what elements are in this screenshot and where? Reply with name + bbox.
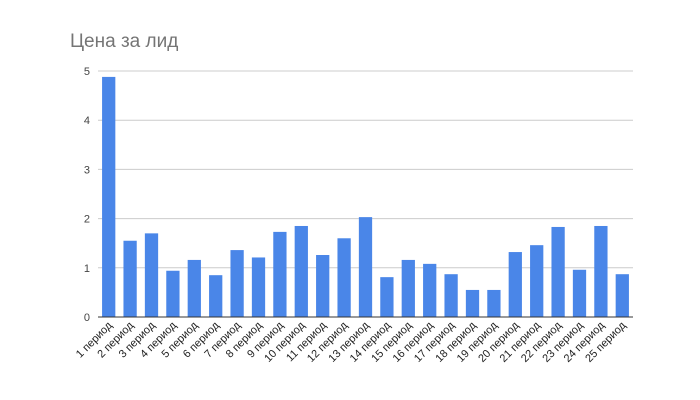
bar — [316, 255, 330, 317]
bar — [423, 263, 437, 317]
bar — [508, 252, 522, 317]
bar — [358, 217, 373, 317]
bar — [337, 238, 351, 317]
y-tick-label: 5 — [84, 66, 90, 78]
bar — [102, 76, 116, 318]
y-tick-label: 1 — [84, 263, 90, 275]
bar — [209, 275, 223, 317]
bar — [551, 226, 565, 317]
bar — [187, 259, 201, 317]
y-tick-label: 4 — [84, 115, 90, 127]
bar — [401, 259, 415, 317]
bar — [144, 233, 159, 317]
y-tick-label: 3 — [84, 164, 90, 176]
bar — [251, 257, 266, 317]
bar — [530, 245, 544, 317]
bar — [166, 270, 180, 317]
bar — [594, 225, 608, 317]
bar — [230, 250, 244, 317]
bar — [123, 240, 137, 317]
bar — [294, 225, 308, 317]
bar — [273, 231, 287, 317]
chart-title: Цена за лид — [70, 31, 179, 52]
bar — [444, 274, 458, 317]
bar — [572, 269, 587, 317]
bar — [380, 277, 394, 317]
bar — [615, 274, 629, 317]
bar — [487, 289, 501, 317]
y-tick-label: 2 — [84, 214, 90, 226]
bar — [465, 289, 480, 317]
y-tick-label: 0 — [84, 312, 90, 324]
